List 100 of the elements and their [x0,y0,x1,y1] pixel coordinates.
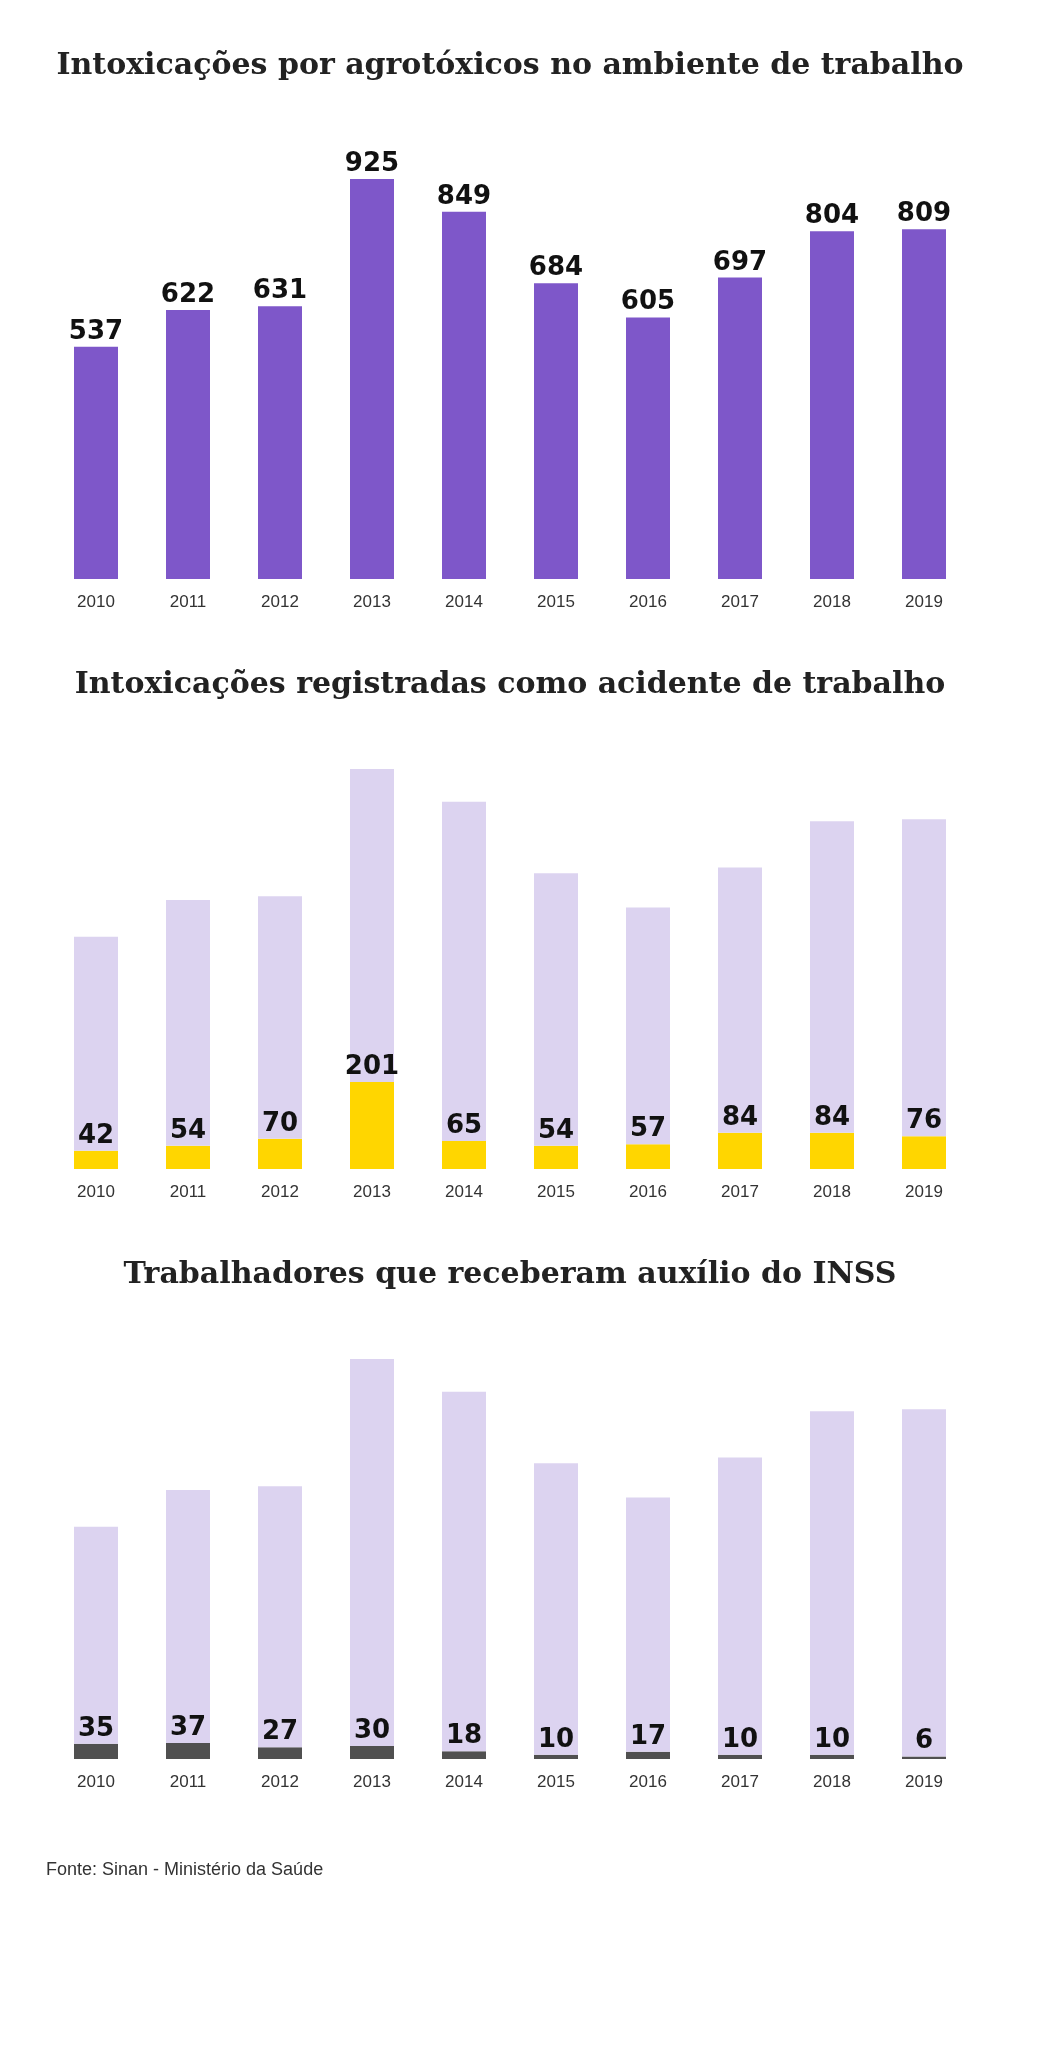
bar [810,1754,854,1759]
data-label: 6 [914,1724,934,1755]
bar [718,867,762,1133]
bar [74,346,118,579]
x-tick-label: 2014 [445,591,483,611]
bar [166,1743,210,1759]
data-label: 37 [169,1711,207,1741]
data-label: 809 [896,197,952,228]
chart-title: Trabalhadores que receberam auxílio do INSS [123,1255,897,1290]
bar [350,1082,394,1169]
bar [902,1409,946,1757]
data-label: 84 [813,1100,851,1131]
data-label: 35 [77,1711,115,1742]
bar [74,1150,118,1169]
x-tick-label: 2015 [537,1771,575,1791]
x-tick-label: 2012 [261,1181,299,1201]
data-label: 76 [905,1104,943,1135]
bar [74,936,118,1151]
data-label: 10 [721,1722,759,1753]
bar [810,231,854,579]
x-tick-label: 2018 [813,1181,851,1201]
bar [626,317,670,579]
bar [258,1138,302,1169]
source-note: Fonte: Sinan - Ministério da Saúde [46,1859,325,1880]
x-tick-label: 2012 [261,1771,299,1791]
bar [810,821,854,1133]
x-tick-label: 2010 [77,1771,115,1791]
bar [442,1751,486,1759]
bar [902,1136,946,1169]
bar [718,1754,762,1759]
data-label: 804 [804,199,860,230]
data-label: 697 [712,245,768,276]
bar [166,1145,210,1169]
bar [626,907,670,1145]
data-label: 27 [261,1715,299,1746]
bar [902,1756,946,1759]
bar [350,179,394,579]
x-tick-label: 2013 [353,591,391,611]
data-label: 54 [169,1113,207,1144]
bar [350,1359,394,1747]
bar [626,1497,670,1752]
data-label: 70 [261,1106,299,1137]
x-tick-label: 2014 [445,1771,483,1791]
data-label: 622 [160,278,216,309]
bar [166,310,210,579]
x-tick-label: 2016 [629,1771,667,1791]
data-label: 30 [353,1714,391,1745]
data-label: 537 [68,314,124,345]
x-tick-label: 2019 [905,1771,943,1791]
bar [810,1411,854,1755]
x-tick-label: 2010 [77,1181,115,1201]
bar [534,1145,578,1169]
bar [534,1754,578,1759]
data-label: 54 [537,1113,575,1144]
x-tick-label: 2019 [905,1181,943,1201]
data-label: 605 [620,285,676,316]
data-label: 849 [436,179,492,210]
data-label: 10 [813,1722,851,1753]
x-tick-label: 2013 [353,1771,391,1791]
x-tick-label: 2011 [169,1771,207,1791]
bar [442,1391,486,1752]
bar [718,1132,762,1169]
x-tick-label: 2017 [721,1181,759,1201]
x-tick-label: 2013 [353,1181,391,1201]
bar [166,900,210,1146]
bar [810,1132,854,1169]
x-tick-label: 2012 [261,591,299,611]
bar [258,1747,302,1759]
data-label: 18 [445,1719,483,1750]
bar [74,1743,118,1759]
data-label: 201 [344,1050,400,1081]
x-tick-label: 2011 [169,1181,207,1201]
x-tick-label: 2018 [813,1771,851,1791]
bar [442,1140,486,1169]
bar [442,801,486,1141]
bar [902,819,946,1137]
bar [258,306,302,579]
x-tick-label: 2015 [537,591,575,611]
x-tick-label: 2011 [169,591,207,611]
bar [442,211,486,579]
data-label: 925 [344,147,400,177]
chart-title: Intoxicações por agrotóxicos no ambiente de trabalho [56,46,964,81]
bar [350,1746,394,1759]
chart-title: Intoxicações registradas como acidente de trabalho [74,665,946,700]
bar [718,277,762,579]
x-tick-label: 2010 [77,591,115,611]
data-label: 17 [629,1719,667,1750]
x-tick-label: 2015 [537,1181,575,1201]
data-label: 684 [528,251,584,282]
bar [534,283,578,579]
bar [902,229,946,579]
bar [626,1144,670,1169]
data-label: 10 [537,1722,575,1753]
data-label: 57 [629,1112,667,1143]
x-tick-label: 2017 [721,591,759,611]
x-tick-label: 2016 [629,1181,667,1201]
bar [534,873,578,1146]
bar [626,1751,670,1759]
x-tick-label: 2018 [813,591,851,611]
data-label: 631 [252,274,308,305]
